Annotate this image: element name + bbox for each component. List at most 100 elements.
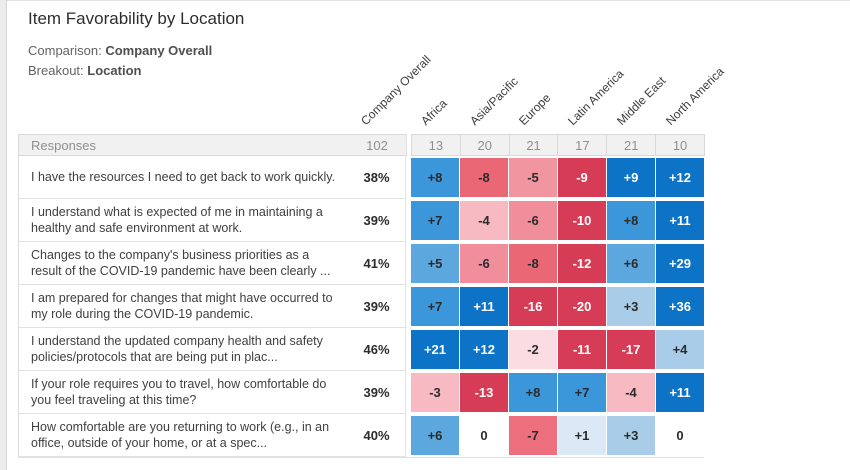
question-cell: How comfortable are you returning to wor…	[18, 414, 348, 457]
heatmap-cell[interactable]: 0	[460, 416, 508, 455]
heatmap-row-cells: +6 0 -7 +1 +3 0	[411, 414, 704, 457]
page-top-divider	[0, 0, 850, 1]
response-count-overall: 102	[366, 137, 388, 153]
responses-row-breakout: 13 20 21 17 21 10	[411, 134, 705, 156]
heatmap-cell[interactable]: -17	[607, 330, 655, 369]
comparison-line: Comparison: Company Overall	[28, 41, 212, 61]
response-count-africa: 13	[428, 137, 444, 153]
heatmap-cell[interactable]: +4	[656, 330, 704, 369]
favorability-cell: 38%	[348, 156, 406, 199]
heatmap-cell[interactable]: -13	[460, 373, 508, 412]
favorability-cell: 46%	[348, 328, 406, 371]
heatmap-cell[interactable]: +11	[656, 373, 704, 412]
heatmap-cell[interactable]: -9	[558, 158, 606, 197]
question-cell: Changes to the company's business priori…	[18, 242, 348, 285]
favorability-cell: 39%	[348, 199, 406, 242]
heatmap-cell[interactable]: +12	[460, 330, 508, 369]
response-count-latin-america: 17	[557, 135, 606, 155]
responses-label: Responses	[31, 137, 97, 153]
heatmap-cell[interactable]: +6	[607, 244, 655, 283]
heatmap-cell[interactable]: -3	[411, 373, 459, 412]
table-body: I have the resources I need to get back …	[18, 156, 718, 457]
favorability-cell: 41%	[348, 242, 406, 285]
heatmap-cell[interactable]: -8	[509, 244, 557, 283]
table-bottom-divider	[18, 457, 704, 458]
heatmap-row-cells: +7 -4 -6 -10 +8 +11	[411, 199, 704, 242]
heatmap-cell[interactable]: -20	[558, 287, 606, 326]
comparison-value: Company Overall	[105, 43, 213, 58]
table-row: I understand the updated company health …	[18, 328, 718, 371]
favorability-cell: 39%	[348, 285, 406, 328]
question-cell: I have the resources I need to get back …	[18, 156, 348, 199]
heatmap-cell[interactable]: -2	[509, 330, 557, 369]
report-title: Item Favorability by Location	[28, 9, 245, 28]
heatmap-cell[interactable]: +5	[411, 244, 459, 283]
response-count-europe: 21	[508, 135, 558, 155]
favorability-cell: 39%	[348, 371, 406, 414]
responses-row: Responses 102 13 20 21 17 21 10	[18, 134, 718, 156]
heatmap-row-cells: -3 -13 +8 +7 -4 +11	[411, 371, 704, 414]
heatmap-cell[interactable]: -6	[509, 201, 557, 240]
column-header-middle-east: Middle East	[614, 73, 669, 128]
comparison-label: Comparison:	[28, 43, 102, 58]
table-row: How comfortable are you returning to wor…	[18, 414, 718, 457]
heatmap-cell[interactable]: -16	[509, 287, 557, 326]
table-row: I have the resources I need to get back …	[18, 156, 718, 199]
heatmap-cell[interactable]: -8	[460, 158, 508, 197]
table-row: I am prepared for changes that might hav…	[18, 285, 718, 328]
heatmap-cell[interactable]: -4	[460, 201, 508, 240]
left-panel-edge	[0, 0, 7, 470]
responses-row-left: Responses 102	[18, 134, 407, 156]
heatmap-cell[interactable]: +11	[656, 201, 704, 240]
heatmap-cell[interactable]: +8	[607, 201, 655, 240]
breakout-label: Breakout:	[28, 63, 84, 78]
heatmap-cell[interactable]: +7	[411, 201, 459, 240]
heatmap-cell[interactable]: +8	[509, 373, 557, 412]
heatmap-cell[interactable]: -4	[607, 373, 655, 412]
heatmap-row-cells: +5 -6 -8 -12 +6 +29	[411, 242, 704, 285]
response-count-north-america: 10	[655, 135, 704, 155]
heatmap-row-cells: +7 +11 -16 -20 +3 +36	[411, 285, 704, 328]
column-headers: Company Overall Africa Asia/Pacific Euro…	[18, 0, 727, 134]
heatmap-cell[interactable]: +6	[411, 416, 459, 455]
column-header-asia-pacific: Asia/Pacific	[467, 74, 521, 128]
question-cell: I am prepared for changes that might hav…	[18, 285, 348, 328]
table-row: Changes to the company's business priori…	[18, 242, 718, 285]
table-row: If your role requires you to travel, how…	[18, 371, 718, 414]
favorability-cell: 40%	[348, 414, 406, 457]
heatmap-cell[interactable]: -10	[558, 201, 606, 240]
heatmap-cell[interactable]: +3	[607, 416, 655, 455]
heatmap-cell[interactable]: +7	[411, 287, 459, 326]
heatmap-cell[interactable]: +11	[460, 287, 508, 326]
heatmap-cell[interactable]: +12	[656, 158, 704, 197]
heatmap-cell[interactable]: -6	[460, 244, 508, 283]
table-row: I understand what is expected of me in m…	[18, 199, 718, 242]
heatmap-row-cells: +21 +12 -2 -11 -17 +4	[411, 328, 704, 371]
heatmap-cell[interactable]: +9	[607, 158, 655, 197]
heatmap-cell[interactable]: -7	[509, 416, 557, 455]
question-cell: I understand the updated company health …	[18, 328, 348, 371]
column-header-north-america: North America	[663, 64, 727, 128]
breakout-value: Location	[87, 63, 142, 78]
question-cell: If your role requires you to travel, how…	[18, 371, 348, 414]
heatmap-cell[interactable]: +1	[558, 416, 606, 455]
response-count-middle-east: 21	[606, 135, 655, 155]
heatmap-cell[interactable]: +21	[411, 330, 459, 369]
breakout-line: Breakout: Location	[28, 61, 212, 81]
heatmap-cell[interactable]: +7	[558, 373, 606, 412]
heatmap-cell[interactable]: +3	[607, 287, 655, 326]
heatmap-cell[interactable]: 0	[656, 416, 704, 455]
heatmap-cell[interactable]: +8	[411, 158, 459, 197]
heatmap-cell[interactable]: +29	[656, 244, 704, 283]
column-header-africa: Africa	[418, 96, 450, 128]
response-count-asia-pacific: 20	[459, 135, 509, 155]
heatmap-cell[interactable]: +36	[656, 287, 704, 326]
heatmap-cell[interactable]: -5	[509, 158, 557, 197]
heatmap-cell[interactable]: -11	[558, 330, 606, 369]
column-header-europe: Europe	[516, 90, 554, 128]
heatmap-table: Company Overall Africa Asia/Pacific Euro…	[18, 0, 727, 470]
question-cell: I understand what is expected of me in m…	[18, 199, 348, 242]
heatmap-row-cells: +8 -8 -5 -9 +9 +12	[411, 156, 704, 199]
report-meta: Comparison: Company Overall Breakout: Lo…	[28, 41, 212, 81]
heatmap-cell[interactable]: -12	[558, 244, 606, 283]
